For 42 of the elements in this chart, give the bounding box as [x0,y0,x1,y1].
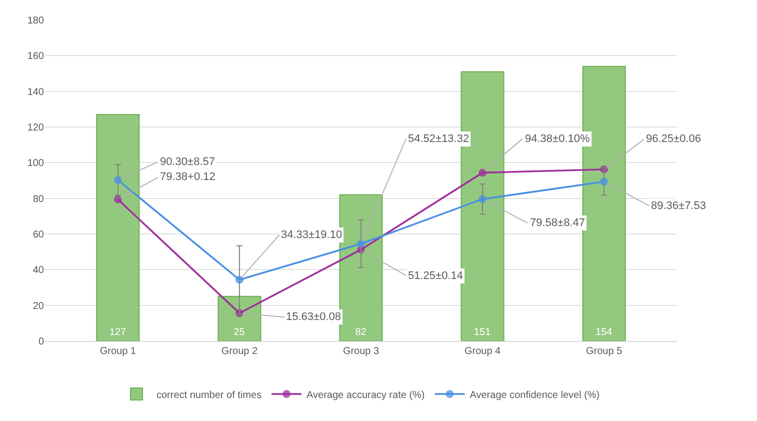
data-label: 127 [109,327,126,338]
data-label: 79.58±8.47 [530,217,585,229]
y-tick-label: 0 [38,336,44,348]
data-label: 154 [596,327,613,338]
data-label: 34.33±19.10 [281,229,342,241]
data-label: 15.63±0.08 [286,311,341,323]
y-tick-label: 60 [32,230,44,240]
point [235,276,244,284]
point [357,240,365,248]
x-tick-label: Group 3 [342,346,380,357]
bar [96,114,140,341]
y-tick-label: 180 [27,16,44,26]
y-tick-label: 140 [27,86,44,98]
y-tick-label: 40 [32,265,44,276]
x-tick-label: Group 2 [221,346,258,357]
y-tick-label: 120 [27,122,44,134]
y-tick-label: 80 [32,194,44,205]
y-tick-label: 100 [27,158,44,170]
data-label: 94.38±0.10% [525,133,590,145]
legend-label: correct number of times [156,390,262,401]
point [478,195,487,204]
data-label: 54.52±13.32 [408,133,470,145]
y-tick-label: 20 [32,300,44,312]
data-label: 96.25±0.06 [646,133,701,145]
data-label: 82 [355,327,367,338]
data-label: 79.38+0.12 [160,171,216,183]
x-tick-label: Group 4 [464,346,502,357]
x-tick-label: Group 5 [586,346,623,357]
data-label: 25 [234,327,246,338]
point [600,178,608,186]
point [114,176,122,184]
data-label: 51.25±0.14 [408,270,463,282]
legend-label: Average confidence level (%) [470,390,600,401]
data-label: 89.36±7.53 [651,200,706,212]
data-label: 151 [474,327,492,338]
y-tick-label: 160 [27,51,44,62]
point [114,195,122,204]
x-tick-label: Group 1 [100,346,136,357]
legend-label: Average accuracy rate (%) [306,390,425,401]
point [478,168,487,177]
data-label: 90.30±8.57 [160,156,215,168]
bar [218,296,262,341]
